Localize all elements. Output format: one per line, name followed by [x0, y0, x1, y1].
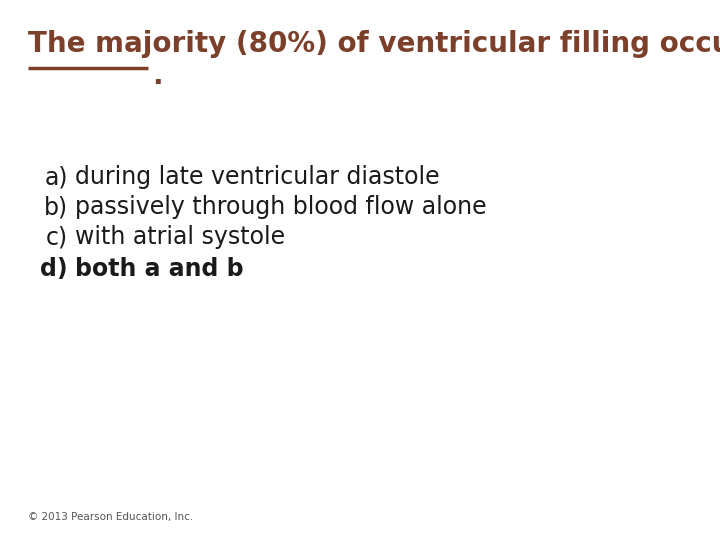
Text: b): b) [44, 195, 68, 219]
Text: with atrial systole: with atrial systole [75, 225, 285, 249]
Text: passively through blood flow alone: passively through blood flow alone [75, 195, 487, 219]
Text: The majority (80%) of ventricular filling occurs: The majority (80%) of ventricular fillin… [28, 30, 720, 58]
Text: c): c) [46, 225, 68, 249]
Text: during late ventricular diastole: during late ventricular diastole [75, 165, 440, 189]
Text: d): d) [40, 257, 68, 281]
Text: .: . [152, 62, 163, 90]
Text: both a and b: both a and b [75, 257, 243, 281]
Text: © 2013 Pearson Education, Inc.: © 2013 Pearson Education, Inc. [28, 512, 193, 522]
Text: a): a) [45, 165, 68, 189]
